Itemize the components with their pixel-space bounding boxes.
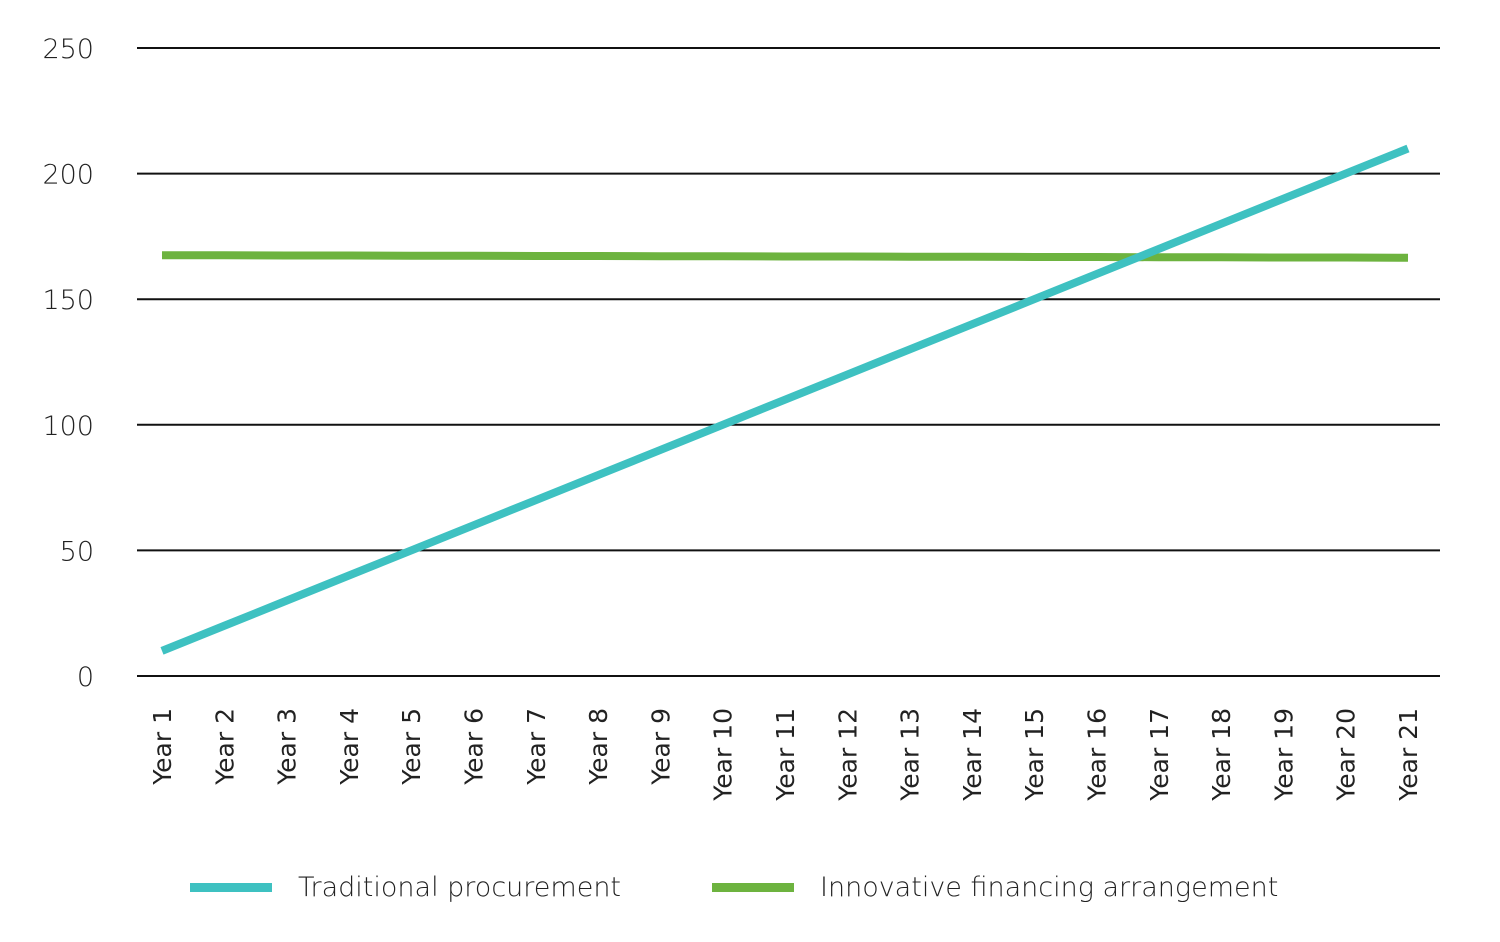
y-tick-label: 50 [60, 536, 94, 567]
legend-item-innovative: Innovative financing arrangement [712, 872, 1278, 903]
x-tick-label: Year 9 [646, 708, 675, 786]
x-tick-label: Year 1 [148, 708, 177, 786]
x-tick-label: Year 21 [1394, 708, 1423, 802]
legend-swatch-traditional [190, 883, 272, 892]
x-tick-label: Year 14 [958, 708, 987, 802]
x-tick-label: Year 16 [1083, 708, 1112, 802]
y-tick-label: 150 [42, 285, 94, 316]
x-tick-label: Year 10 [709, 708, 738, 802]
x-tick-label: Year 12 [833, 708, 862, 802]
x-tick-label: Year 8 [584, 708, 613, 786]
x-tick-label: Year 6 [460, 708, 489, 786]
x-tick-label: Year 5 [397, 708, 426, 786]
legend-item-traditional: Traditional procurement [190, 872, 621, 903]
x-tick-label: Year 20 [1332, 708, 1361, 802]
y-tick-label: 0 [77, 662, 94, 693]
legend: Traditional procurement Innovative finan… [0, 872, 1500, 922]
x-tick-label: Year 2 [210, 708, 239, 786]
x-tick-label: Year 4 [335, 708, 364, 786]
legend-label-innovative: Innovative financing arrangement [820, 872, 1279, 903]
line-chart: 0 50 100 150 200 250 Year 1 Year 2 Year 3 Year 4 Y… [42, 34, 1440, 802]
x-tick-label: Year 18 [1207, 708, 1236, 802]
y-tick-label: 100 [42, 411, 94, 442]
y-tick-label: 200 [42, 160, 94, 191]
x-tick-label: Year 13 [896, 708, 925, 802]
x-tick-label: Year 11 [771, 708, 800, 802]
x-tick-label: Year 15 [1020, 708, 1049, 802]
x-tick-label: Year 17 [1145, 708, 1174, 802]
y-tick-label: 250 [42, 34, 94, 65]
x-tick-label: Year 3 [273, 708, 302, 786]
legend-label-traditional: Traditional procurement [298, 872, 622, 903]
legend-swatch-innovative [712, 883, 794, 892]
x-tick-label: Year 7 [522, 708, 551, 786]
x-tick-label: Year 19 [1269, 708, 1298, 802]
